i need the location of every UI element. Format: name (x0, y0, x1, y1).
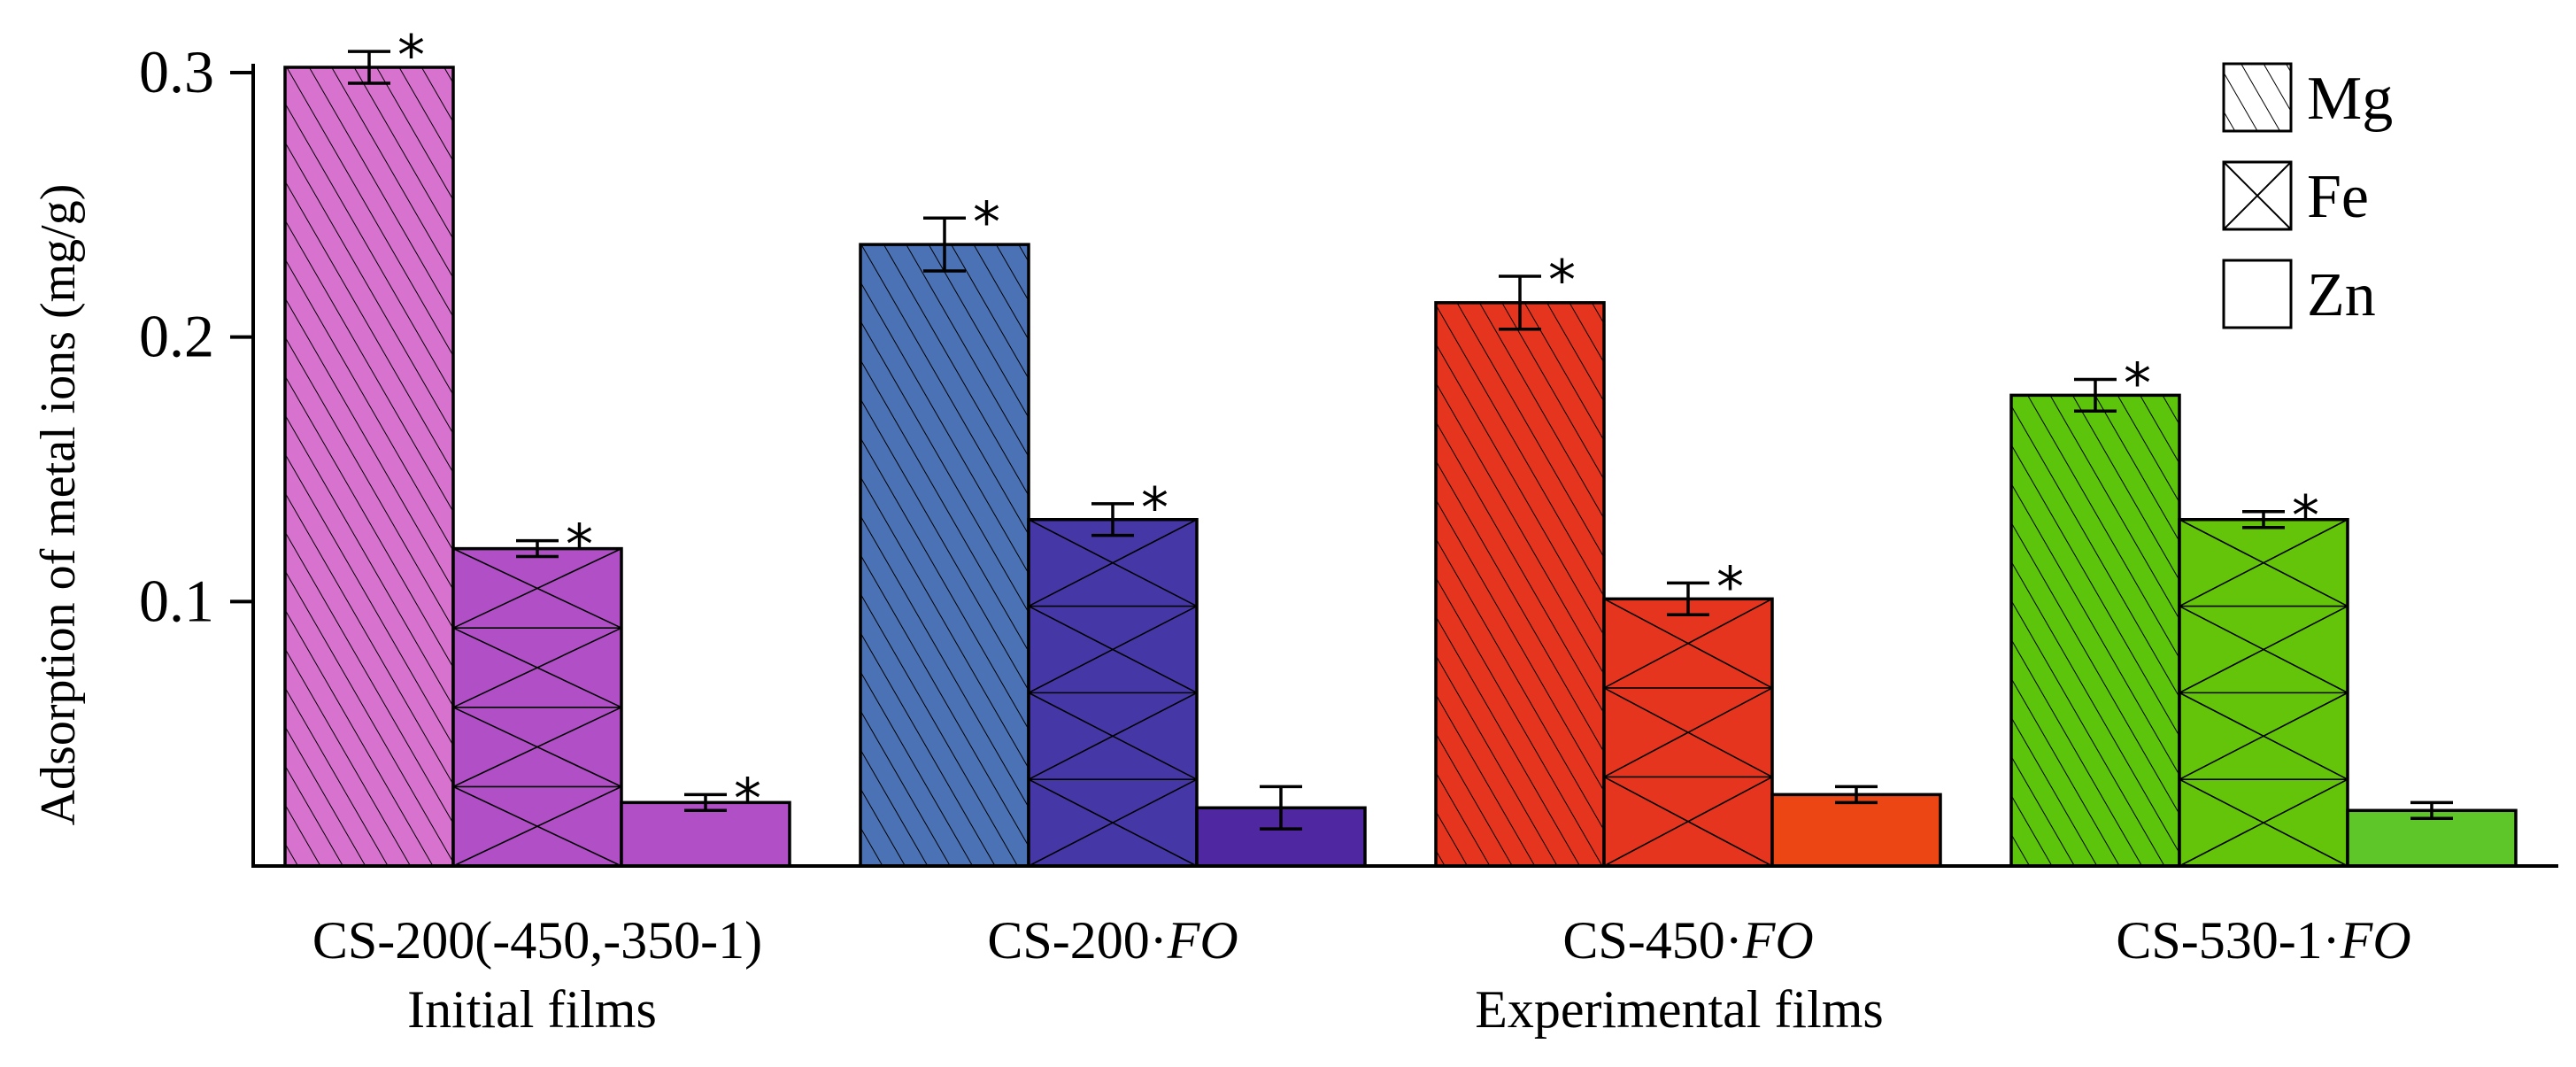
bars-layer: * * * * * * * * * (283, 23, 2518, 868)
bar-fe-1: * (1027, 476, 1199, 868)
category-label: CS-200(-450,-350-1) (312, 911, 762, 970)
bar-cross-line (1028, 778, 1198, 867)
significance-mark: * (2292, 483, 2319, 548)
legend: Mg Fe Zn (2222, 62, 2393, 329)
legend-swatch-cross (2223, 161, 2292, 230)
bar-cross-line (1028, 519, 1198, 607)
bar-cross-line (2179, 519, 2348, 607)
y-ticks: 0.1 0.2 0.3 (139, 38, 253, 634)
category-label: CS-200·FO (987, 911, 1238, 970)
category-label-text: CS-200· (987, 911, 1167, 970)
bar-cross-line (2179, 605, 2348, 694)
bar-cross-line (452, 547, 622, 629)
y-tick-label: 0.2 (139, 303, 214, 370)
y-tick-label: 0.1 (139, 567, 214, 634)
group-labels: Initial films Experimental films (407, 980, 1884, 1039)
bar-fe-3: * (2178, 483, 2349, 868)
error-bar (348, 50, 390, 85)
category-label-italic: FO (1167, 911, 1238, 970)
category-label-text: CS-200(-450,-350-1) (312, 911, 762, 970)
category-label: CS-450·FO (1562, 911, 1813, 970)
category-label-italic: FO (2340, 911, 2411, 970)
error-bar (923, 216, 966, 273)
bar-hatch (285, 67, 453, 866)
error-bar (1835, 785, 1878, 805)
bar-fe-0: * (451, 513, 623, 868)
bar-cross-line (2179, 692, 2348, 780)
significance-mark: * (734, 766, 761, 831)
bar-zn-1 (1195, 785, 1367, 868)
bar-cross-line (1603, 598, 1773, 689)
bar-hatch (1436, 302, 1604, 867)
bar-cross-line (1028, 692, 1198, 780)
significance-mark: * (566, 513, 593, 577)
significance-mark: * (973, 189, 1000, 254)
category-label-italic: FO (1742, 911, 1814, 970)
bar-mg-2: * (1434, 248, 1606, 868)
bar-mg-1: * (859, 189, 1030, 868)
error-bar (2410, 800, 2453, 820)
legend-item-fe: Fe (2222, 160, 2369, 231)
bar-cross-line (1603, 687, 1773, 778)
error-bar (1260, 785, 1302, 831)
group-label: Experimental films (1475, 980, 1884, 1039)
bar-cross-line (452, 707, 622, 788)
significance-mark: * (1141, 476, 1168, 540)
bar-cross-line (1603, 776, 1773, 867)
error-bar (1499, 274, 1541, 331)
bar-mg-0: * (283, 23, 455, 868)
legend-swatch-outline (2222, 62, 2293, 133)
legend-swatch (2224, 260, 2291, 328)
bar-fill (1772, 794, 1940, 866)
error-bar (2242, 510, 2285, 530)
bar-fe-2: * (1602, 554, 1774, 868)
bar-hatch (860, 244, 1029, 867)
category-label-text: CS-530-1· (2116, 911, 2340, 970)
bar-zn-2 (1770, 785, 1942, 868)
category-label: CS-530-1·FO (2116, 911, 2410, 970)
bar-fill (621, 802, 790, 866)
significance-mark: * (397, 23, 425, 88)
bar-mg-3: * (2009, 351, 2181, 868)
significance-mark: * (1716, 554, 1744, 619)
error-bar (1091, 502, 1134, 537)
error-bar (1667, 581, 1709, 617)
bar-zn-3 (2346, 800, 2518, 868)
error-bar (684, 793, 727, 813)
error-bar (2074, 377, 2117, 414)
legend-swatch-hatch (2224, 64, 2291, 131)
legend-label: Mg (2307, 65, 2393, 133)
bar-cross-line (2179, 778, 2348, 867)
y-tick-label: 0.3 (139, 38, 214, 105)
legend-label: Fe (2307, 163, 2369, 231)
legend-swatch-outline (2222, 160, 2293, 231)
significance-mark: * (2124, 351, 2151, 415)
legend-item-mg: Mg (2222, 62, 2393, 133)
bar-cross-line (452, 785, 622, 867)
bar-cross-line (1028, 605, 1198, 694)
bar-hatch (2011, 395, 2179, 867)
group-label: Initial films (407, 980, 657, 1039)
legend-swatch-outline (2222, 259, 2293, 329)
bar-zn-0: * (620, 766, 791, 868)
axes-layer (251, 64, 2558, 868)
error-bar (516, 538, 559, 559)
category-labels: CS-200(-450,-350-1) CS-200·FO CS-450·FO CS-… (312, 911, 2411, 970)
y-axis-title: Adsorption of metal ions (mg/g) (31, 184, 86, 826)
significance-mark: * (1548, 248, 1576, 313)
legend-label: Zn (2307, 261, 2376, 329)
category-label-text: CS-450· (1562, 911, 1742, 970)
legend-item-zn: Zn (2222, 259, 2376, 329)
bar-cross-line (452, 627, 622, 708)
